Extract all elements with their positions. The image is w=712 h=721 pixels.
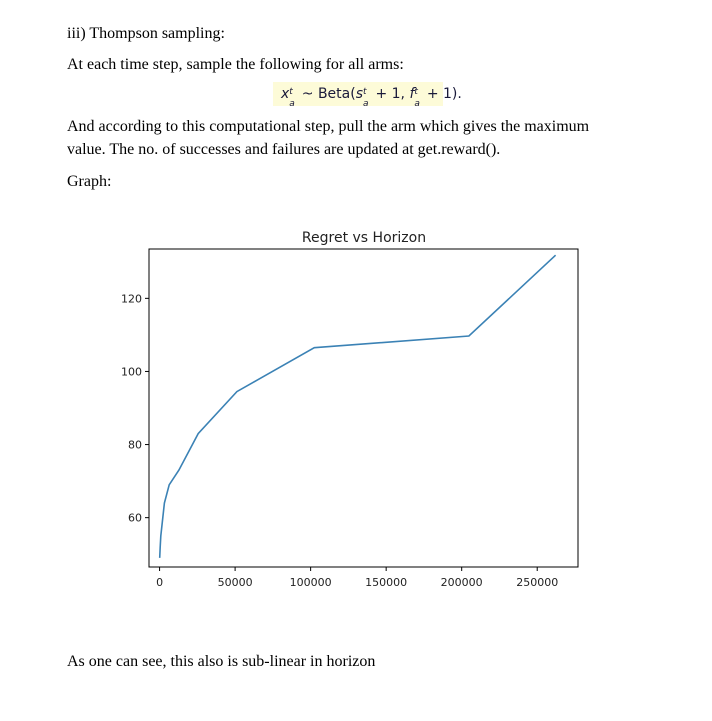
y-tick-label: 60 bbox=[128, 512, 142, 525]
y-tick-label: 100 bbox=[121, 365, 142, 378]
formula-tilde: ~ bbox=[301, 86, 314, 102]
intro-text: At each time step, sample the following … bbox=[67, 56, 404, 73]
plot-frame bbox=[148, 248, 579, 568]
x-axis-ticks: 0 50000 100000 150000 200000 250000 bbox=[156, 567, 558, 589]
formula-f: f bbox=[409, 86, 415, 102]
x-tick-label: 50000 bbox=[218, 576, 253, 589]
paragraph-line-1: And according to this computational step… bbox=[67, 118, 590, 135]
formula-plus-one: + 1, bbox=[375, 86, 405, 102]
x-tick-label: 150000 bbox=[365, 576, 407, 589]
chart-title: Regret vs Horizon bbox=[302, 230, 426, 246]
graph-label: Graph: bbox=[67, 173, 112, 190]
y-axis-ticks: 60 80 100 120 bbox=[121, 292, 149, 525]
y-tick-label: 120 bbox=[121, 292, 142, 305]
x-tick-label: 0 bbox=[156, 576, 163, 589]
y-tick-label: 80 bbox=[128, 439, 142, 452]
paragraph-line-2: value. The no. of successes and failures… bbox=[67, 141, 501, 158]
x-tick-label: 200000 bbox=[441, 576, 483, 589]
x-tick-label: 250000 bbox=[516, 576, 558, 589]
formula-s: s bbox=[355, 86, 363, 102]
conclusion-text: As one can see, this also is sub-linear … bbox=[67, 653, 376, 670]
x-tick-label: 100000 bbox=[290, 576, 332, 589]
formula-beta: Beta( bbox=[317, 86, 356, 102]
formula-x: x bbox=[281, 86, 290, 102]
regret-series-line bbox=[158, 254, 557, 558]
formula-plus-one-end: + 1). bbox=[426, 86, 462, 102]
section-heading: iii) Thompson sampling: bbox=[67, 25, 225, 42]
